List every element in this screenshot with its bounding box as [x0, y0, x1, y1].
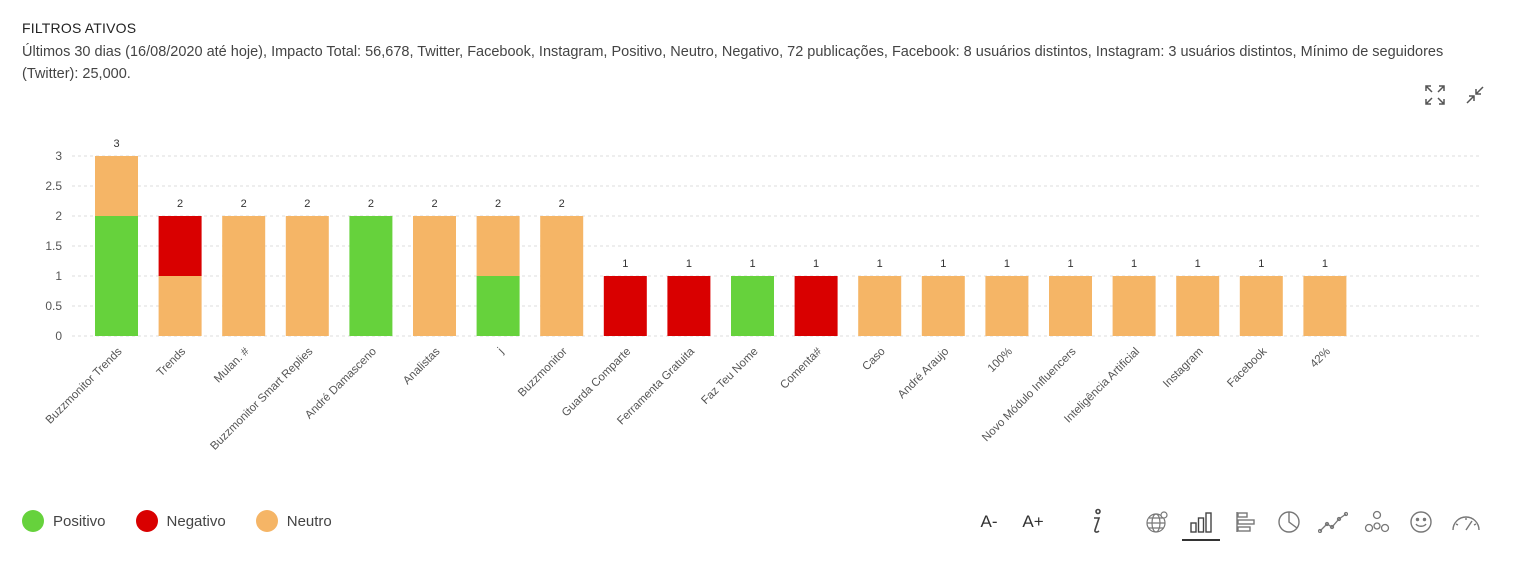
- bar-segment-negativo: [794, 276, 838, 336]
- bar-total-label: 2: [177, 198, 183, 210]
- horizontal-bar-icon[interactable]: [1232, 505, 1262, 539]
- y-tick-label: 3: [55, 149, 62, 163]
- bar-segment-neutro: [158, 276, 202, 336]
- bar-segment-neutro: [1303, 276, 1347, 336]
- bar-segment-positivo: [476, 276, 520, 336]
- bar-segment-neutro: [1176, 276, 1220, 336]
- bar-total-label: 2: [304, 198, 310, 210]
- bar-total-label: 1: [749, 258, 755, 270]
- bar-segment-neutro: [1112, 276, 1156, 336]
- collapse-icon[interactable]: [1464, 84, 1486, 106]
- x-category-label: Instagram: [1161, 346, 1206, 391]
- legend-dot-neutro: [255, 510, 278, 532]
- x-category-label: Facebook: [1225, 345, 1269, 389]
- x-category-label: 100%: [986, 346, 1015, 375]
- bar-segment-positivo: [731, 276, 774, 336]
- bar-total-label: 2: [241, 198, 247, 210]
- bar-segment-neutro: [985, 276, 1029, 336]
- globe-icon[interactable]: [1142, 505, 1172, 539]
- bar-segment-positivo: [95, 216, 138, 336]
- y-tick-label: 1: [55, 269, 62, 283]
- legend-label-negativo: Negativo: [166, 512, 226, 530]
- bar-total-label: 1: [1131, 258, 1137, 270]
- y-tick-label: 1.5: [45, 239, 62, 253]
- bar-total-label: 1: [686, 258, 692, 270]
- bar-segment-neutro: [222, 216, 266, 336]
- bar-total-label: 1: [1322, 258, 1328, 270]
- bar-total-label: 1: [1258, 258, 1264, 270]
- legend-label-neutro: Neutro: [286, 512, 332, 530]
- network-icon[interactable]: [1362, 505, 1392, 539]
- y-tick-label: 2.5: [45, 179, 62, 193]
- pie-chart-icon[interactable]: [1274, 505, 1304, 539]
- x-category-label: Buzzmonitor: [516, 346, 570, 400]
- x-category-label: j: [495, 346, 506, 357]
- chart-legend: Positivo Negativo Neutro: [22, 510, 332, 532]
- bar-total-label: 1: [622, 258, 628, 270]
- expand-icon[interactable]: [1424, 84, 1446, 106]
- sentiment-face-icon[interactable]: [1406, 505, 1436, 539]
- bar-segment-neutro: [1239, 276, 1283, 336]
- bar-total-label: 1: [1195, 258, 1201, 270]
- bar-segment-neutro: [95, 156, 138, 216]
- legend-label-positivo: Positivo: [53, 512, 106, 530]
- x-category-label: 42%: [1308, 346, 1333, 371]
- y-tick-label: 2: [55, 209, 62, 223]
- x-category-label: Comenta#: [778, 345, 824, 391]
- x-category-label: Caso: [860, 346, 887, 373]
- active-filters-description: Últimos 30 dias (16/08/2020 até hoje), I…: [22, 44, 1444, 82]
- bar-total-label: 1: [1067, 258, 1073, 270]
- bar-segment-neutro: [540, 216, 584, 336]
- bar-segment-neutro: [413, 216, 456, 336]
- x-category-label: Analistas: [401, 345, 443, 387]
- bar-segment-negativo: [158, 216, 202, 276]
- bar-segment-neutro: [285, 216, 329, 336]
- y-tick-label: 0.5: [45, 299, 62, 313]
- active-filters-title: FILTROS ATIVOS: [22, 20, 137, 36]
- x-category-label: Guarda Comparte: [560, 346, 634, 420]
- legend-dot-positivo: [22, 510, 44, 532]
- bar-segment-negativo: [603, 276, 647, 336]
- bar-total-label: 1: [877, 258, 883, 270]
- x-category-label: Faz Teu Nome: [699, 346, 760, 407]
- x-category-label: Trends: [155, 345, 189, 379]
- bar-chart: 0 0.5 1 1.5 2 2.5 3 3 Buzzmonitor Trends 2 Trends 2…: [44, 138, 1482, 453]
- legend-item-negativo[interactable]: Negativo: [135, 510, 226, 532]
- bar-total-label: 2: [368, 198, 374, 210]
- bar-segment-neutro: [921, 276, 965, 336]
- x-category-label: André Araujo: [896, 346, 952, 402]
- x-category-label: André Damasceno: [303, 346, 379, 422]
- x-category-label: Buzzmonitor Trends: [44, 345, 125, 426]
- bar-total-label: 3: [113, 138, 119, 150]
- legend-dot-negativo: [135, 510, 158, 532]
- bar-segment-neutro: [476, 216, 520, 276]
- bar-total-label: 1: [940, 258, 946, 270]
- font-increase-button[interactable]: A+: [1022, 512, 1044, 531]
- gauge-icon[interactable]: [1448, 505, 1484, 539]
- bar-segment-positivo: [349, 216, 393, 336]
- bar-total-label: 2: [495, 198, 501, 210]
- bar-total-label: 1: [1004, 258, 1010, 270]
- bar-segment-neutro: [858, 276, 902, 336]
- line-chart-icon[interactable]: [1316, 505, 1350, 539]
- bar-total-label: 2: [431, 198, 437, 210]
- font-decrease-button[interactable]: A-: [980, 512, 998, 531]
- bar-segment-negativo: [667, 276, 711, 336]
- legend-item-neutro[interactable]: Neutro: [255, 510, 332, 532]
- x-category-label: Buzzmonitor Smart Replies: [208, 345, 315, 452]
- bar-total-label: 2: [559, 198, 565, 210]
- x-category-label: Mulan. #: [212, 345, 252, 385]
- bar-segment-neutro: [1049, 276, 1092, 336]
- bar-chart-icon[interactable]: [1182, 505, 1220, 541]
- y-tick-label: 0: [55, 329, 62, 343]
- legend-item-positivo[interactable]: Positivo: [22, 510, 106, 532]
- bar-total-label: 1: [813, 258, 819, 270]
- chart-toolbar: A- A+: [972, 505, 1492, 545]
- info-icon[interactable]: [1082, 505, 1110, 539]
